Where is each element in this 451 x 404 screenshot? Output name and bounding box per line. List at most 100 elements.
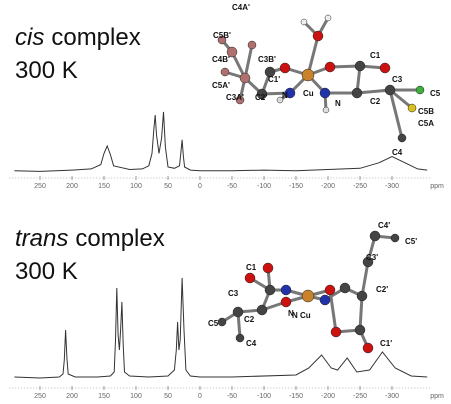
atom	[281, 297, 291, 307]
atom-label: C2	[244, 315, 255, 324]
subtitle: 300 K	[15, 57, 78, 84]
x-tick-label: -250	[353, 393, 367, 400]
x-tick-label: -300	[385, 393, 399, 400]
atom-label: C3A'	[226, 93, 244, 102]
x-tick-label: 100	[130, 393, 142, 400]
atom	[385, 85, 395, 95]
atom	[257, 305, 267, 315]
atom	[221, 68, 229, 76]
atom	[391, 234, 399, 242]
atom-label: C4'	[378, 221, 390, 230]
atom-label: C5	[430, 89, 441, 98]
x-axis-label: ppm	[430, 393, 444, 400]
x-tick-label: 250	[34, 183, 46, 190]
x-tick-label: -200	[321, 393, 335, 400]
x-axis-label: ppm	[430, 183, 444, 190]
atom	[398, 134, 406, 142]
atom	[233, 307, 243, 317]
title-text: complex	[51, 24, 140, 51]
atom	[325, 285, 335, 295]
atom	[320, 295, 330, 305]
x-tick-label: -200	[321, 183, 335, 190]
x-tick-label: -250	[353, 183, 367, 190]
atom	[280, 63, 290, 73]
x-tick-label: -100	[257, 183, 271, 190]
x-tick-label: 50	[164, 183, 172, 190]
atom	[323, 107, 329, 113]
atom	[370, 231, 380, 241]
atom-label: C5B'	[213, 31, 231, 40]
atom	[313, 31, 323, 41]
atom-label: Cu	[303, 89, 314, 98]
atom	[340, 283, 350, 293]
atom-label: C5A'	[212, 81, 230, 90]
atom-label: Cu	[300, 311, 311, 320]
x-tick-label: 150	[98, 393, 110, 400]
atom	[352, 88, 362, 98]
atom-label: C2'	[376, 285, 388, 294]
x-tick-label: -100	[257, 393, 271, 400]
atom-label: C5A	[418, 119, 434, 128]
x-tick-label: 100	[130, 183, 142, 190]
atom-label: C1	[246, 263, 257, 272]
atom	[281, 285, 291, 295]
atom	[240, 73, 250, 83]
atom-label: C2'	[255, 93, 267, 102]
atom-label: C3	[392, 75, 403, 84]
atom	[236, 334, 244, 342]
x-tick-label: 200	[66, 393, 78, 400]
atom-label: C4	[246, 339, 257, 348]
atom	[331, 327, 341, 337]
x-tick-label: 0	[198, 183, 202, 190]
atom-label: N	[282, 91, 288, 100]
atom	[301, 19, 307, 25]
atom	[218, 318, 226, 326]
x-tick-label: -300	[385, 183, 399, 190]
x-tick-label: 250	[34, 393, 46, 400]
atom-label: C4A'	[232, 3, 250, 12]
atom	[416, 86, 424, 94]
atom	[265, 285, 275, 295]
atom-label: C4	[392, 148, 403, 157]
title-italic: cis	[15, 24, 44, 51]
atom	[355, 325, 365, 335]
atom	[325, 15, 331, 21]
atom	[248, 41, 256, 49]
subtitle: 300 K	[15, 258, 78, 285]
atom	[355, 61, 365, 71]
atom-label: C5'	[405, 237, 417, 246]
atom	[245, 273, 255, 283]
atom-label: N	[335, 99, 341, 108]
figure: cis complex 300 K 250 200 150 100 50 0 -50 -100 -15…	[0, 0, 451, 404]
atom	[380, 63, 390, 73]
atom-label: C4B'	[212, 55, 230, 64]
atom	[325, 62, 335, 72]
x-tick-label: 150	[98, 183, 110, 190]
x-tick-label: -150	[289, 393, 303, 400]
atom-label: C1'	[268, 75, 280, 84]
atom-label: C3B'	[258, 55, 276, 64]
x-tick-label: -50	[227, 393, 237, 400]
x-tick-label: -150	[289, 183, 303, 190]
x-tick-label: 50	[164, 393, 172, 400]
atom-label: C1	[370, 51, 381, 60]
atom	[363, 343, 373, 353]
x-tick-label: 200	[66, 183, 78, 190]
atom-label: C3	[228, 289, 239, 298]
atom-label: C2	[370, 97, 381, 106]
atom	[408, 104, 416, 112]
atom	[302, 69, 314, 81]
atom-label: N	[292, 311, 298, 320]
title-text: complex	[75, 225, 164, 252]
atom	[320, 88, 330, 98]
atom	[357, 291, 367, 301]
atom-label: C5	[208, 319, 219, 328]
atom-label: C1'	[380, 339, 392, 348]
x-tick-label: 0	[198, 393, 202, 400]
atom-label: C3'	[366, 253, 378, 262]
x-tick-label: -50	[227, 183, 237, 190]
atom	[263, 263, 273, 273]
panel-title: cis complex	[15, 24, 141, 51]
atom-label: C5B	[418, 107, 434, 116]
